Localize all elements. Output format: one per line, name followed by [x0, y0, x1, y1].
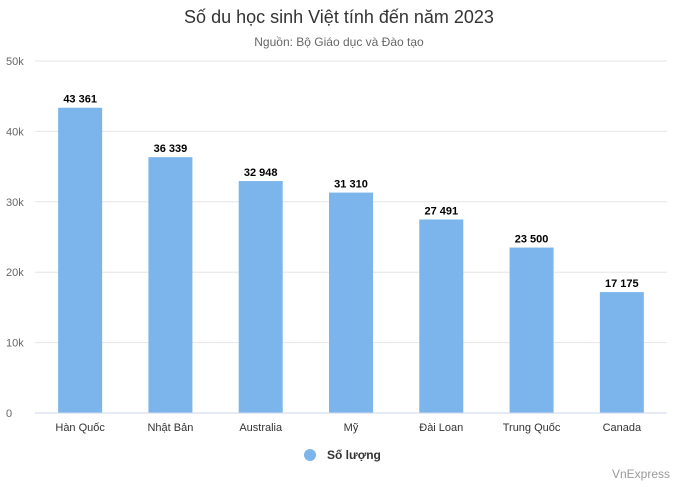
bar[interactable] — [599, 292, 644, 413]
credit-label[interactable]: VnExpress — [611, 467, 670, 481]
data-label: 23 500 — [515, 234, 549, 246]
data-label: 31 310 — [334, 179, 368, 191]
x-tick-label: Canada — [603, 422, 642, 434]
data-label: 43 361 — [63, 94, 97, 106]
bar[interactable] — [58, 107, 103, 414]
bar[interactable] — [238, 181, 283, 413]
x-tick-label: Nhật Bản — [147, 422, 193, 434]
y-tick-label: 0 — [6, 408, 12, 420]
x-tick-label: Hàn Quốc — [55, 422, 105, 434]
y-tick-label: 30k — [6, 197, 24, 209]
x-tick-label: Australia — [239, 422, 283, 434]
x-tick-label: Mỹ — [344, 422, 359, 434]
bar[interactable] — [419, 219, 464, 413]
data-label: 32 948 — [244, 167, 278, 179]
bar[interactable] — [329, 192, 373, 413]
y-tick-label: 50k — [6, 56, 24, 68]
legend-label[interactable]: Số lượng — [327, 448, 381, 462]
x-tick-label: Đài Loan — [419, 422, 463, 434]
legend-marker[interactable] — [304, 449, 316, 461]
data-label: 27 491 — [424, 205, 458, 217]
x-tick-label: Trung Quốc — [503, 422, 561, 434]
bar[interactable] — [148, 157, 193, 413]
data-label: 17 175 — [605, 278, 639, 290]
y-tick-label: 20k — [6, 267, 24, 279]
data-label: 36 339 — [154, 143, 188, 155]
y-tick-label: 10k — [6, 338, 24, 350]
y-tick-label: 40k — [6, 126, 24, 138]
chart-title: Số du học sinh Việt tính đến năm 2023 — [184, 7, 494, 27]
bar[interactable] — [509, 247, 554, 413]
chart-subtitle: Nguồn: Bộ Giáo dục và Đào tạo — [254, 35, 424, 49]
